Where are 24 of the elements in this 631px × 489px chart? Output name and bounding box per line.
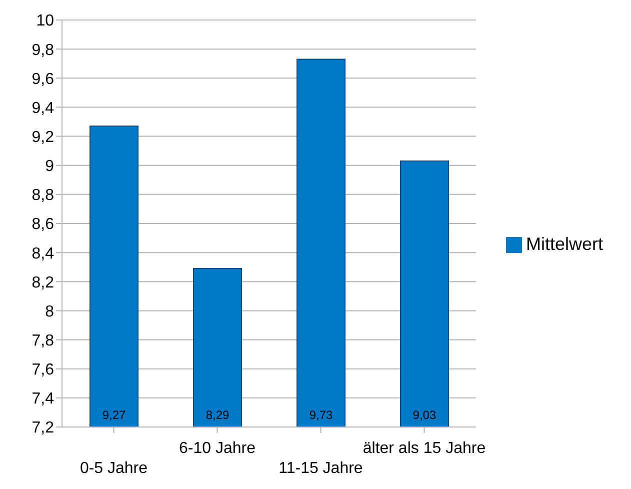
y-tick-label: 8: [45, 303, 54, 320]
x-tick-label: 11-15 Jahre: [278, 460, 363, 477]
data-label: 8,29: [206, 408, 230, 422]
x-tick-label: 6-10 Jahre: [178, 440, 256, 457]
y-tick-label: 9,8: [32, 42, 54, 59]
y-tick-label: 7,2: [32, 420, 54, 437]
y-tick-label: 10: [36, 12, 54, 30]
y-tick-label: 8,2: [32, 274, 54, 292]
y-tick-label: 7,6: [32, 362, 54, 379]
legend-label: Mittelwert: [526, 234, 603, 254]
x-tick-label: 0-5 Jahre: [80, 460, 148, 477]
data-label: 9,03: [412, 408, 436, 422]
y-tick-label: 8,4: [32, 245, 54, 262]
y-tick-label: 9: [45, 158, 54, 176]
y-tick-label: 7,4: [32, 390, 54, 408]
y-tick-label: 7,8: [32, 332, 54, 350]
data-label: 9,27: [102, 408, 126, 422]
y-tick-label: 8,8: [32, 187, 54, 204]
y-tick-label: 9,2: [32, 128, 54, 146]
y-tick-label: 9,4: [32, 100, 54, 117]
data-label: 9,73: [309, 408, 333, 422]
y-tick-label: 9,6: [32, 70, 54, 88]
x-tick-label: älter als 15 Jahre: [362, 440, 486, 457]
y-tick-label: 8,6: [32, 216, 54, 234]
